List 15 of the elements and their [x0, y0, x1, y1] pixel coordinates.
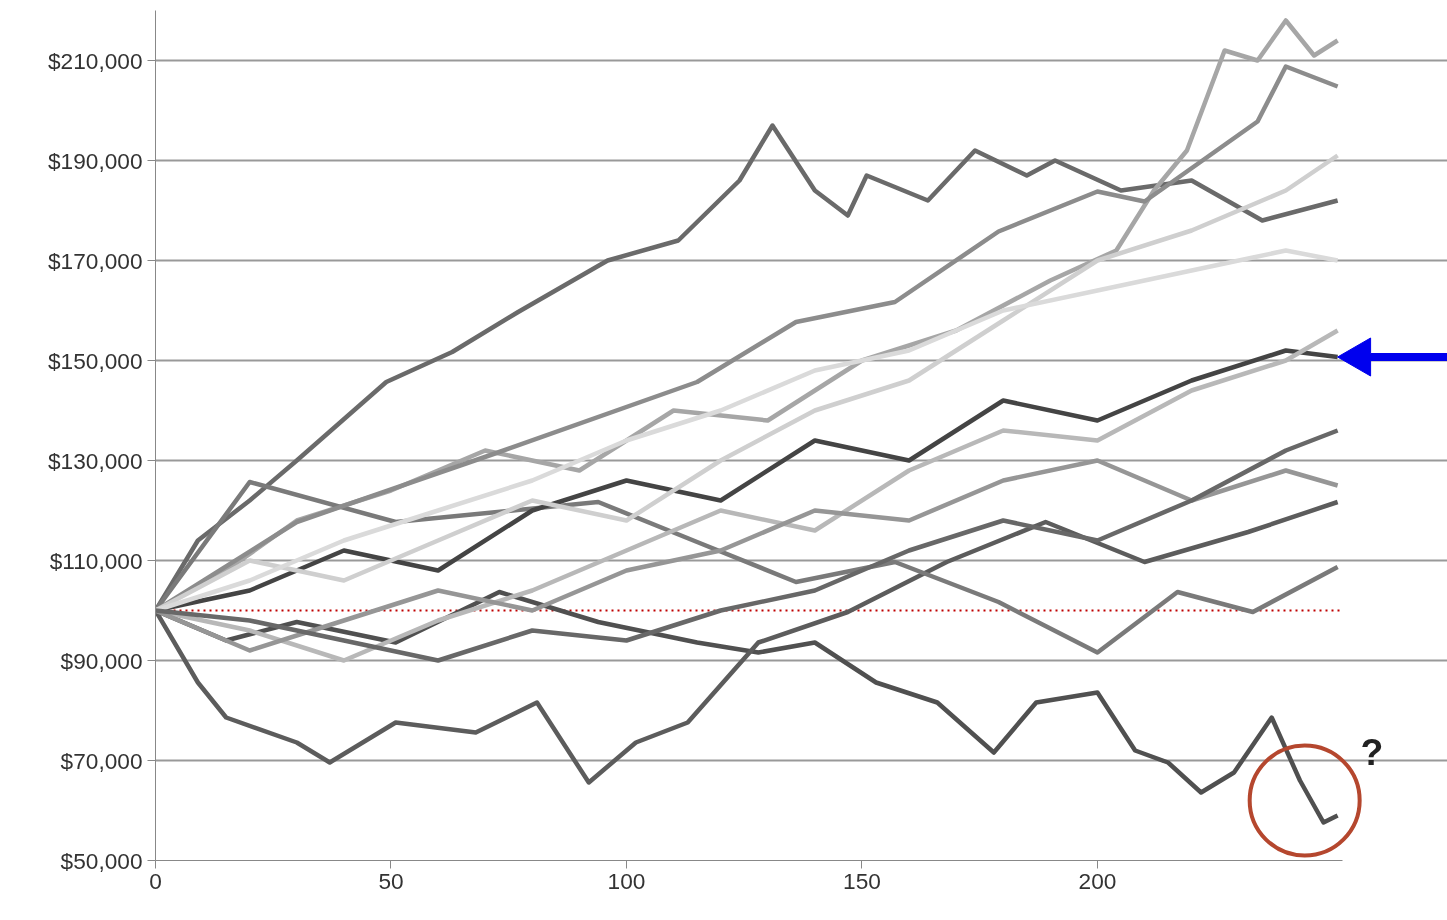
y-tick-label: $90,000: [60, 647, 143, 674]
y-tick-label: $70,000: [60, 747, 143, 774]
x-tick-label: 50: [378, 867, 404, 894]
x-tick-label: 100: [607, 867, 646, 894]
y-tick-label: $50,000: [60, 847, 143, 874]
x-tick-label: 200: [1078, 867, 1117, 894]
y-tick-label: $110,000: [49, 547, 143, 574]
y-tick-label: $210,000: [48, 47, 143, 74]
x-tick-label: 0: [149, 867, 162, 894]
y-tick-label: $190,000: [48, 147, 143, 174]
y-tick-label: $150,000: [48, 347, 143, 374]
y-tick-label: $130,000: [48, 447, 143, 474]
y-tick-label: $170,000: [48, 247, 143, 274]
x-tick-label: 150: [843, 867, 881, 894]
text: ?: [1360, 730, 1384, 773]
